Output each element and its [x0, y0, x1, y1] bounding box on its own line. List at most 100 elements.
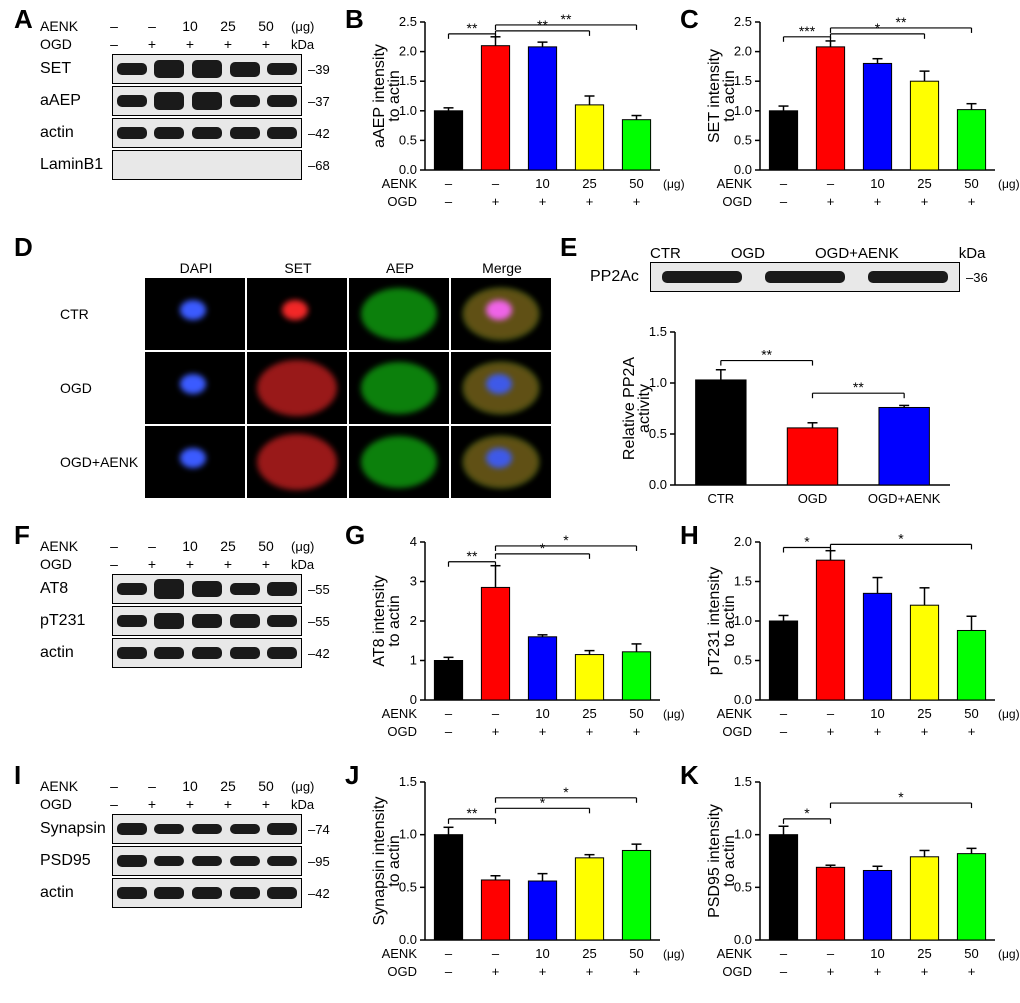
if-cell-dapi [145, 352, 245, 424]
blot-row-label: SET [40, 60, 112, 78]
sig-label: *** [799, 23, 816, 39]
ogd-label: – [445, 724, 453, 739]
row-label-ogd: OGD [722, 964, 752, 979]
panel-e-blot: CTROGDOGD+AENKkDaPP2Ac–36 [590, 245, 988, 294]
unit-ug: (μg) [663, 947, 685, 961]
blot-row-label: LaminB1 [40, 156, 112, 174]
dose-label: 10 [535, 946, 549, 961]
ogd-label: + [633, 964, 641, 979]
dose-value: – [137, 538, 167, 554]
ogd-label: + [921, 724, 929, 739]
row-label-aenk: AENK [382, 176, 418, 191]
bar [816, 560, 844, 700]
dose-label: – [780, 946, 788, 961]
panel-a-blot: AENK––102550(μg)OGD–++++kDaSET–39aAEP–37… [40, 18, 330, 182]
dose-label: 25 [582, 706, 596, 721]
if-row-header: OGD [60, 380, 145, 396]
xtick-label: CTR [707, 491, 734, 506]
blot-band [267, 63, 297, 76]
ogd-label: + [874, 194, 882, 209]
blot-band [192, 581, 222, 597]
panel-label-a: A [14, 4, 33, 35]
bar [863, 870, 891, 940]
ogd-label: + [827, 194, 835, 209]
dose-label: 25 [917, 176, 931, 191]
blot-band [117, 583, 147, 595]
ytick-label: 0.0 [649, 477, 667, 492]
blot-lanes [112, 846, 302, 876]
dose-value: – [137, 778, 167, 794]
blot-band [154, 92, 184, 111]
blot-mw: –55 [308, 614, 330, 629]
ogd-value: + [251, 796, 281, 812]
ytick-label: 1.5 [734, 574, 752, 589]
dose-value: 25 [213, 778, 243, 794]
if-cell-aep [349, 278, 449, 350]
blot-mw: –39 [308, 62, 330, 77]
blot-band [267, 582, 297, 595]
blot-band [154, 60, 184, 79]
dose-value: 10 [175, 538, 205, 554]
sig-label: ** [561, 11, 572, 27]
blot-band [192, 824, 222, 833]
panel-label-j: J [345, 760, 359, 791]
sig-label: ** [467, 548, 478, 564]
cond-label: CTR [650, 245, 681, 262]
ogd-label: + [827, 724, 835, 739]
unit-ug: (μg) [663, 707, 685, 721]
ogd-value: + [213, 796, 243, 812]
panel-label-k: K [680, 760, 699, 791]
dose-value: – [99, 538, 129, 554]
blot-band [765, 271, 845, 283]
ogd-label: – [780, 964, 788, 979]
bar [434, 111, 462, 170]
blot-band [117, 647, 147, 659]
panel-label-e: E [560, 232, 577, 263]
blot-band [154, 824, 184, 833]
unit-kda: kDa [959, 245, 986, 262]
sig-label: * [540, 540, 546, 556]
header-aenk: AENK [40, 778, 95, 794]
dose-label: – [827, 946, 835, 961]
blot-band [117, 63, 147, 75]
if-cell-set [247, 426, 347, 498]
blot-lanes [112, 574, 302, 604]
row-label-aenk: AENK [717, 946, 753, 961]
blot-band [230, 583, 260, 596]
ytick-label: 3 [410, 574, 417, 589]
if-row-header: OGD+AENK [60, 454, 145, 470]
blot-band [230, 62, 260, 77]
y-axis-title: to actin [386, 835, 403, 887]
sig-label: ** [853, 379, 864, 395]
header-aenk: AENK [40, 538, 95, 554]
blot-band [192, 92, 222, 110]
row-label-aenk: AENK [382, 946, 418, 961]
dose-value: 50 [251, 18, 281, 34]
if-cell-set [247, 352, 347, 424]
ogd-label: – [445, 194, 453, 209]
cond-label: OGD [731, 245, 765, 262]
ogd-value: + [213, 36, 243, 52]
blot-lanes [112, 878, 302, 908]
if-cell-dapi [145, 426, 245, 498]
dose-label: – [827, 176, 835, 191]
blot-band [230, 824, 260, 835]
ogd-value: – [99, 556, 129, 572]
ogd-value: + [137, 556, 167, 572]
header-ogd: OGD [40, 796, 95, 812]
dose-value: 10 [175, 18, 205, 34]
dose-label: 25 [582, 946, 596, 961]
panel-e-chart: 0.00.51.01.5Relative PP2Aactivity****CTR… [620, 320, 960, 525]
unit-kda: kDa [291, 797, 314, 812]
sig-label: * [563, 532, 569, 548]
blot-band [230, 647, 260, 659]
bar-chart-svg: 0.00.51.01.52.02.5aAEP intensityto actin… [370, 10, 670, 225]
unit-kda: kDa [291, 557, 314, 572]
dose-label: – [445, 176, 453, 191]
bar [528, 637, 556, 700]
ytick-label: 0.0 [734, 692, 752, 707]
dose-value: – [99, 18, 129, 34]
ogd-label: – [780, 724, 788, 739]
bar-chart-svg: 0.00.51.01.52.0pT231 intensityto actin**… [705, 530, 1005, 755]
unit-ug: (μg) [291, 539, 314, 554]
